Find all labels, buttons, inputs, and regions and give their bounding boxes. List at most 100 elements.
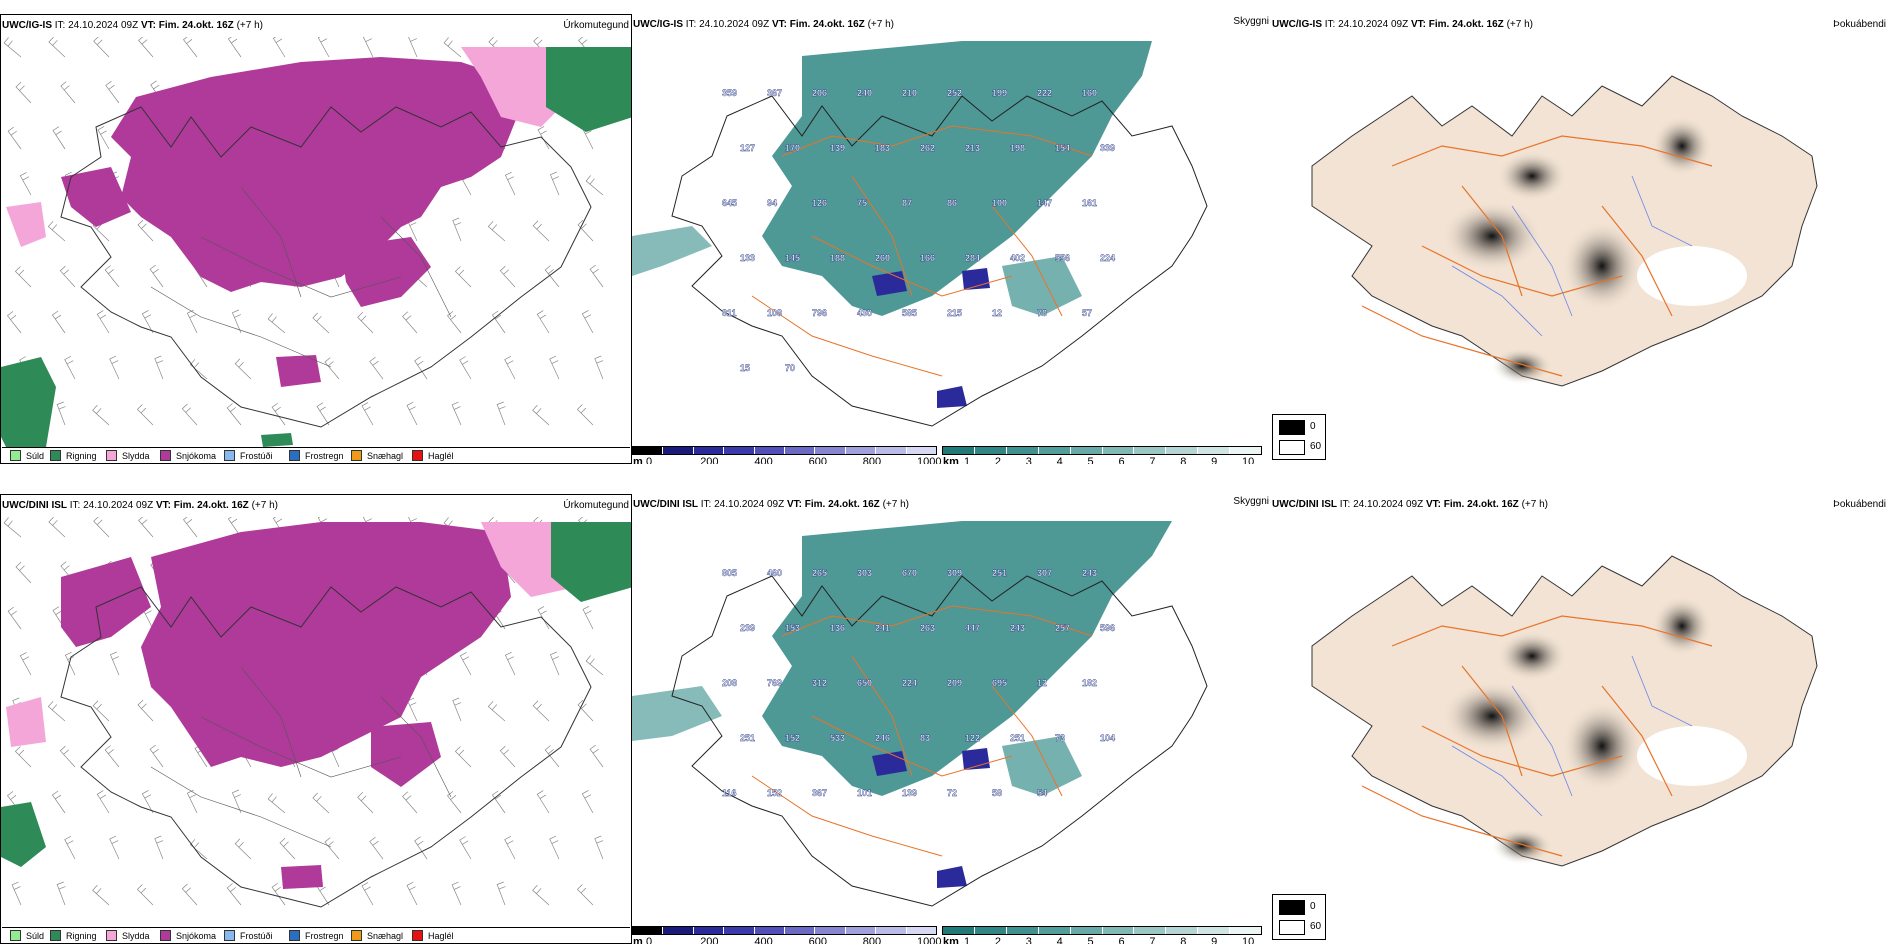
wind-barb [109, 835, 120, 860]
cloudbase-value-label: 585 [902, 308, 917, 318]
colorbar-tick: 3 [1025, 456, 1032, 464]
wind-barb [189, 839, 208, 860]
wind-barb [536, 310, 550, 334]
snow-area [61, 557, 151, 647]
wind-barb [406, 881, 418, 906]
wind-barb [48, 517, 66, 538]
wind-barb [594, 835, 604, 860]
snow-area [141, 522, 511, 767]
rain-area [261, 433, 293, 447]
fog-panel-row1: UWC/IG-IS IT: 24.10.2024 09Z VT: Fim. 24… [1272, 14, 1900, 464]
cloudbase-value-label: 87 [902, 198, 912, 208]
rivers [1451, 655, 1693, 817]
wind-barb [226, 403, 242, 426]
cloudbase-value-label: 94 [767, 198, 777, 208]
legend-item: Snæhagl [351, 930, 403, 942]
colorbar-segment [1230, 927, 1262, 934]
wind-barb [544, 265, 560, 288]
wind-barb [487, 221, 506, 242]
cloudbase-value-label: 224 [1100, 253, 1115, 263]
fog-legend-high-swatch [1279, 920, 1305, 935]
cloudbase-value-label: 153 [785, 623, 800, 633]
cloudbase-value-label: 54 [1037, 788, 1047, 798]
legend-swatch [351, 930, 362, 941]
wind-barb [104, 265, 120, 288]
legend-label: Frostúði [240, 931, 273, 941]
legend-item: Slydda [106, 930, 150, 942]
roads-red [1361, 615, 1713, 857]
wind-barb [19, 652, 32, 676]
rivers [1451, 175, 1693, 337]
legend-swatch [10, 930, 21, 941]
legend-item: Slydda [106, 450, 150, 462]
wind-barb [48, 37, 66, 58]
legend-label: Snæhagl [367, 451, 404, 461]
wind-barb [324, 357, 340, 380]
cloudbase-value-label: 58 [992, 788, 1002, 798]
wind-barb [408, 37, 418, 58]
visibility-area [1002, 256, 1082, 316]
cloudbase-values: 805 460 265 303 670 309 251 307 243 239 153 136 241 2… [722, 568, 1115, 798]
legend-label: Haglél [428, 451, 454, 461]
panel-header: UWC/DINI ISL IT: 24.10.2024 09Z VT: Fim.… [2, 500, 278, 511]
wind-barb [51, 310, 66, 334]
colorbar-tick: 3 [1025, 936, 1032, 944]
cloudbase-value-label: 78 [1037, 308, 1047, 318]
cloudbase-values: 359 367 206 240 210 252 199 222 160 127 170 139 183 2… [722, 88, 1115, 373]
wind-barb [447, 311, 462, 334]
wind-barb [577, 219, 594, 242]
colorbar-segment [663, 447, 694, 454]
panel-title: Skyggni [1233, 496, 1269, 507]
cloudbase-value-label: 796 [812, 308, 827, 318]
rain-area [551, 522, 631, 602]
legend-item: Frostregn [289, 930, 344, 942]
cloudbase-value-label: 265 [812, 568, 827, 578]
cloudbase-value-label: 645 [722, 198, 737, 208]
cloudbase-value-label: 284 [965, 253, 980, 263]
snow-area [341, 237, 431, 307]
wind-barb [60, 81, 76, 104]
cloudbase-value-label: 241 [875, 623, 890, 633]
cloudbase-value-label: 209 [947, 678, 962, 688]
colorbar-tick: 5 [1087, 456, 1094, 464]
cloudbase-value-label: 136 [830, 623, 845, 633]
visibility-unit: km [943, 456, 959, 464]
colorbar-tick: 9 [1211, 936, 1218, 944]
fog-area [1442, 681, 1542, 751]
cloudbase-value-label: 460 [767, 568, 782, 578]
wind-barb [312, 792, 330, 814]
colorbar-tick: 400 [754, 936, 773, 944]
panel-title: Úrkomutegund [563, 500, 629, 511]
cloudbase-value-label: 251 [740, 733, 755, 743]
cloudbase-value-label: 303 [857, 568, 872, 578]
wind-barb [137, 219, 154, 242]
cloudbase-value-label: 805 [722, 568, 737, 578]
wind-barb [271, 402, 286, 426]
sleet-area [6, 697, 46, 747]
wind-barb [19, 172, 32, 196]
cloudbase-value-label: 116 [722, 788, 737, 798]
wind-barb [105, 80, 120, 104]
wind-barb [459, 652, 472, 676]
fog-legend-low: 0 [1310, 901, 1316, 912]
cloudbase-value-label: 86 [947, 198, 957, 208]
wind-barb [267, 793, 286, 814]
cloudbase-colorbar: m 0 200 400 600 800 1000 [632, 446, 941, 464]
colorbar-tick: 600 [808, 456, 827, 464]
cloudbase-value-label: 263 [920, 623, 935, 633]
colorbar-tick: 1000 [917, 936, 942, 944]
wind-barb [491, 790, 506, 814]
colorbar-tick: 2 [994, 936, 1001, 944]
cloudbase-value-label: 152 [785, 733, 800, 743]
colorbar-segment [785, 927, 816, 934]
colorbar-segment [1166, 927, 1199, 934]
panel-title: Skyggni [1233, 16, 1269, 27]
colorbar-tick: 4 [1056, 936, 1063, 944]
colorbar-segment [906, 927, 937, 934]
legend-swatch [160, 930, 171, 941]
visibility-panel-row2: UWC/DINI ISL IT: 24.10.2024 09Z VT: Fim.… [632, 494, 1272, 944]
fog-legend-low-swatch [1279, 900, 1305, 915]
colorbar-segment [1070, 447, 1103, 454]
wind-barb [47, 221, 66, 242]
precip-panel-row1: UWC/IG-IS IT: 24.10.2024 09Z VT: Fim. 24… [0, 14, 632, 464]
